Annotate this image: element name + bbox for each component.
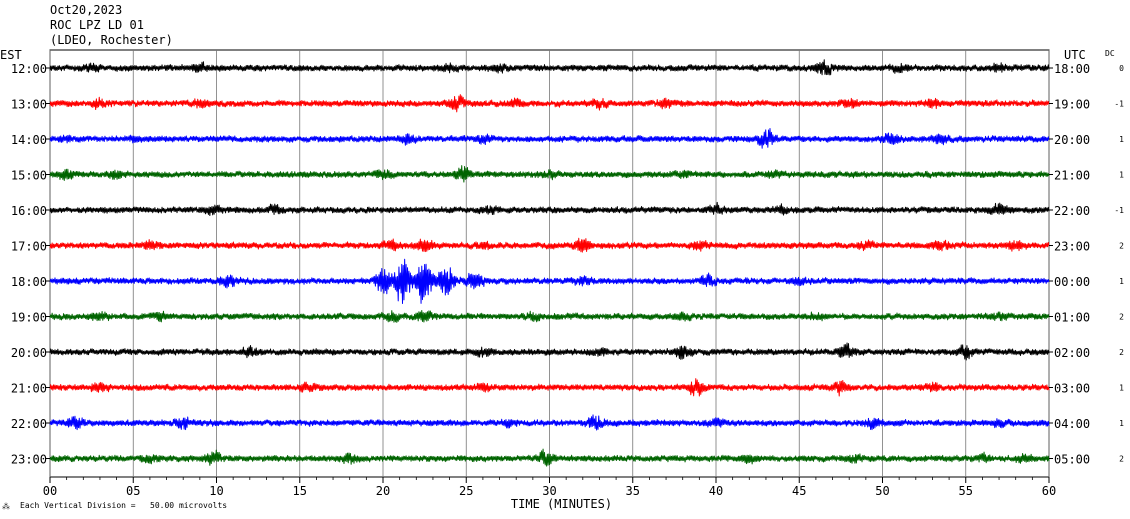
trace-1400	[49, 128, 1050, 149]
row-label-utc: 18:00	[1054, 62, 1090, 76]
scale-note: Each Vertical Division = 50.00 microvolt…	[20, 501, 228, 510]
row-label-est: 23:00	[11, 453, 47, 467]
row-dc-value: 1	[1119, 277, 1124, 286]
grid	[49, 49, 1050, 478]
row-label-utc: 04:00	[1054, 417, 1090, 431]
row-label-est: 14:00	[11, 133, 47, 147]
x-tick-label: 40	[709, 484, 723, 498]
row-label-est: 20:00	[11, 346, 47, 360]
row-label-utc: 23:00	[1054, 240, 1090, 254]
trace-1900	[49, 310, 1050, 323]
x-tick-label: 50	[875, 484, 889, 498]
row-label-est: 13:00	[11, 98, 47, 112]
row-label-est: 22:00	[11, 417, 47, 431]
trace-1800	[49, 258, 1050, 304]
row-dc-value: 1	[1119, 171, 1124, 180]
row-dc-value: -1	[1114, 206, 1124, 215]
row-label-utc: 22:00	[1054, 204, 1090, 218]
trace-1200	[49, 59, 1050, 76]
chart-date: Oct20,2023	[50, 3, 123, 17]
chart-station: ROC LPZ LD 01	[50, 18, 144, 32]
x-axis-label: TIME (MINUTES)	[511, 497, 612, 511]
row-label-utc: 01:00	[1054, 311, 1090, 325]
trace-1600	[49, 201, 1050, 217]
trace-2000	[49, 342, 1050, 361]
traces	[49, 59, 1050, 467]
row-label-utc: 03:00	[1054, 382, 1090, 396]
x-tick-label: 20	[376, 484, 390, 498]
row-label-utc: 00:00	[1054, 275, 1090, 289]
x-tick-label: 45	[792, 484, 806, 498]
row-dc-value: 1	[1119, 384, 1124, 393]
trace-2300	[49, 448, 1050, 467]
left-timezone-label: EST	[0, 48, 22, 62]
row-dc-value: 1	[1119, 135, 1124, 144]
row-dc-value: 1	[1119, 419, 1124, 428]
x-tick-label: 15	[293, 484, 307, 498]
row-label-utc: 19:00	[1054, 98, 1090, 112]
row-label-est: 12:00	[11, 62, 47, 76]
x-tick-label: 30	[542, 484, 556, 498]
trace-2200	[49, 414, 1050, 431]
row-dc-value: 2	[1119, 348, 1124, 357]
row-label-utc: 05:00	[1054, 453, 1090, 467]
x-tick-label: 35	[626, 484, 640, 498]
right-timezone-label: UTC	[1064, 48, 1086, 62]
row-label-est: 18:00	[11, 275, 47, 289]
x-tick-label: 25	[459, 484, 473, 498]
x-tick-label: 05	[126, 484, 140, 498]
x-tick-label: 10	[209, 484, 223, 498]
chart-network: (LDEO, Rochester)	[50, 33, 173, 47]
scale-marker-icon: ⁂	[2, 502, 10, 511]
row-label-utc: 20:00	[1054, 133, 1090, 147]
x-tick-label: 60	[1042, 484, 1056, 498]
trace-2100	[49, 378, 1050, 397]
row-label-est: 16:00	[11, 204, 47, 218]
trace-1700	[49, 237, 1050, 253]
trace-1500	[49, 165, 1050, 183]
trace-1300	[49, 94, 1050, 113]
row-dc-value: 0	[1119, 64, 1124, 73]
row-label-est: 19:00	[11, 311, 47, 325]
x-tick-label: 55	[959, 484, 973, 498]
row-label-utc: 02:00	[1054, 346, 1090, 360]
row-label-utc: 21:00	[1054, 169, 1090, 183]
x-tick-label: 00	[43, 484, 57, 498]
row-dc-value: -1	[1114, 100, 1124, 109]
row-label-est: 15:00	[11, 169, 47, 183]
row-label-est: 21:00	[11, 382, 47, 396]
dc-column-label: DC	[1105, 49, 1115, 58]
row-dc-value: 2	[1119, 455, 1124, 464]
row-dc-value: 2	[1119, 242, 1124, 251]
row-label-est: 17:00	[11, 240, 47, 254]
row-dc-value: 2	[1119, 313, 1124, 322]
